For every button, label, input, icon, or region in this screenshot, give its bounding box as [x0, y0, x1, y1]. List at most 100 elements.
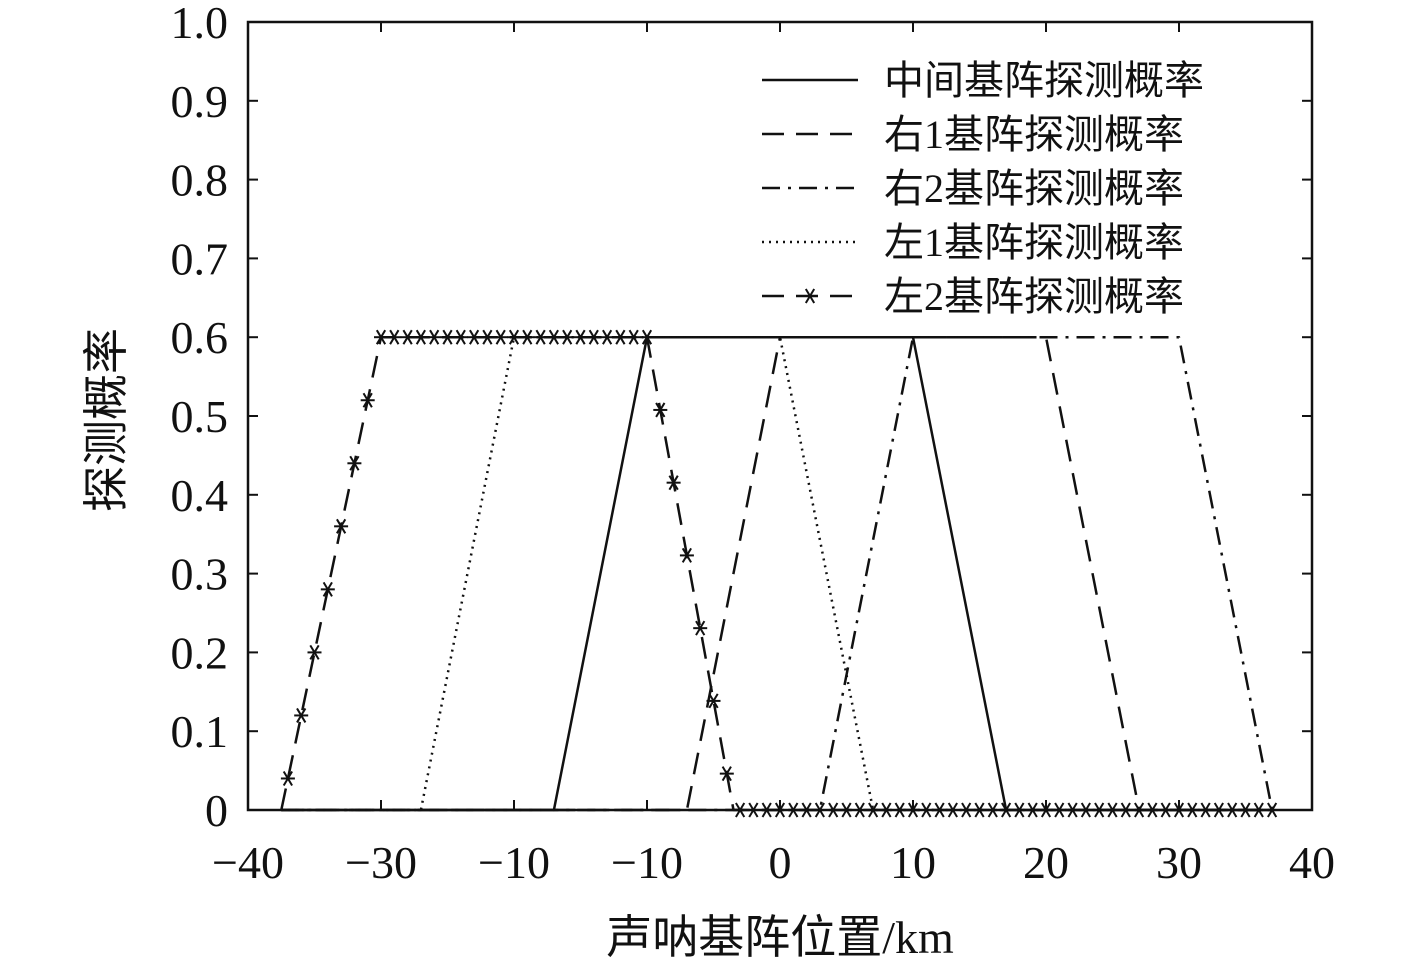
star-marker	[493, 329, 508, 345]
x-tick-label: −30	[345, 837, 417, 888]
series-line-3	[281, 335, 1274, 812]
y-tick-label: 0.9	[171, 76, 229, 127]
star-marker	[879, 802, 894, 818]
x-axis-ticks: −40 −30 −10 −10 0 10 20 30 40	[212, 22, 1335, 888]
star-marker	[1251, 802, 1266, 818]
star-marker	[1052, 802, 1067, 818]
star-marker	[985, 802, 1000, 818]
star-marker	[387, 329, 402, 345]
series-markers-5	[280, 329, 1280, 818]
star-marker	[334, 518, 349, 534]
star-marker	[666, 475, 681, 491]
star-marker	[733, 802, 748, 818]
y-tick-label: 0	[205, 785, 228, 836]
x-tick-label: 0	[769, 837, 792, 888]
star-marker	[799, 802, 814, 818]
star-marker	[1105, 802, 1120, 818]
y-tick-label: 1.0	[171, 0, 229, 48]
star-marker	[653, 402, 668, 418]
y-tick-label: 0.3	[171, 549, 229, 600]
star-marker	[1225, 802, 1240, 818]
x-tick-label: 30	[1156, 837, 1202, 888]
series-line-1	[281, 335, 1273, 812]
star-marker	[600, 329, 615, 345]
y-tick-label: 0.4	[171, 470, 229, 521]
star-marker	[320, 581, 335, 597]
star-marker	[440, 329, 455, 345]
y-tick-label: 0.1	[171, 706, 229, 757]
star-marker	[1065, 802, 1080, 818]
star-marker	[746, 802, 761, 818]
star-marker	[945, 802, 960, 818]
star-marker	[759, 802, 774, 818]
y-tick-label: 0.5	[171, 391, 229, 442]
x-axis-title: 声呐基阵位置/km	[606, 912, 954, 963]
x-tick-label: 20	[1023, 837, 1069, 888]
star-marker	[586, 329, 601, 345]
star-marker	[1265, 802, 1280, 818]
star-marker	[1132, 802, 1147, 818]
star-marker	[719, 766, 734, 782]
star-marker	[294, 707, 309, 723]
star-marker	[826, 802, 841, 818]
star-marker	[280, 770, 295, 786]
star-marker	[972, 802, 987, 818]
y-tick-label: 0.7	[171, 233, 229, 284]
star-marker	[360, 392, 375, 408]
x-tick-label: −10	[611, 837, 683, 888]
y-tick-label: 0.6	[171, 312, 229, 363]
legend-label-2: 右1基阵探测概率	[884, 112, 1184, 157]
x-tick-label: −40	[212, 837, 284, 888]
star-marker	[400, 329, 415, 345]
star-marker	[679, 547, 694, 563]
y-axis-ticks: 0 0.1 0.2 0.3 0.4 0.5 0.6 0.7 0.8 0.9 1.0	[171, 0, 1312, 836]
star-marker	[573, 329, 588, 345]
legend-label-1: 中间基阵探测概率	[884, 58, 1204, 103]
star-marker	[427, 329, 442, 345]
star-marker	[560, 329, 575, 345]
star-marker	[453, 329, 468, 345]
star-marker	[1158, 802, 1173, 818]
star-marker	[1145, 802, 1160, 818]
series-line-5	[280, 335, 1273, 812]
x-tick-label: −10	[478, 837, 550, 888]
star-marker	[640, 329, 654, 345]
y-tick-label: 0.8	[171, 155, 229, 206]
star-marker	[507, 329, 521, 345]
star-marker	[520, 329, 535, 345]
star-marker	[786, 802, 801, 818]
y-axis-title: 探测概率	[81, 328, 132, 512]
legend-label-4: 左1基阵探测概率	[884, 220, 1184, 265]
star-marker	[839, 802, 854, 818]
star-marker	[1012, 802, 1027, 818]
star-marker	[1078, 802, 1093, 818]
legend-label-5: 左2基阵探测概率	[884, 274, 1184, 319]
star-marker	[1025, 802, 1040, 818]
star-marker	[706, 693, 721, 709]
star-marker	[546, 329, 561, 345]
star-marker	[866, 802, 881, 818]
x-tick-label: 40	[1289, 837, 1335, 888]
star-marker	[959, 802, 974, 818]
star-marker	[374, 329, 388, 345]
legend-label-3: 右2基阵探测概率	[884, 166, 1184, 211]
star-marker	[480, 329, 495, 345]
star-marker	[892, 802, 907, 818]
star-marker	[1198, 802, 1213, 818]
star-marker	[533, 329, 548, 345]
series-line-2	[281, 335, 1273, 812]
star-marker	[613, 329, 628, 345]
star-marker	[1211, 802, 1226, 818]
star-marker	[852, 802, 867, 818]
series-line-4	[281, 335, 1273, 812]
star-marker	[307, 644, 322, 660]
star-marker	[1238, 802, 1253, 818]
star-marker	[1185, 802, 1200, 818]
star-marker	[812, 802, 827, 818]
star-marker	[413, 329, 428, 345]
star-marker	[999, 802, 1014, 818]
star-marker	[626, 329, 641, 345]
star-marker	[932, 802, 947, 818]
